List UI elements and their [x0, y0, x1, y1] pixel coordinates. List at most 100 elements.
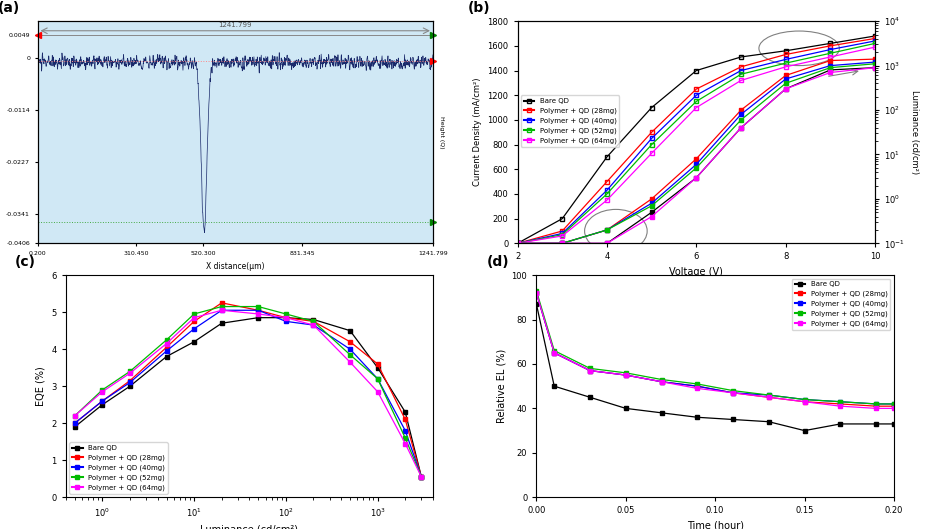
Polymer + QD (64mg)	[799, 398, 810, 405]
Polymer + QD (40mg)	[780, 56, 791, 62]
Y-axis label: Relative EL (%): Relative EL (%)	[496, 349, 506, 423]
Legend: Bare QD, Polymer + QD (28mg), Polymer + QD (40mg), Polymer + QD (52mg), Polymer : Bare QD, Polymer + QD (28mg), Polymer + …	[521, 95, 619, 147]
Polymer + QD (40mg)	[601, 187, 613, 194]
Polymer + QD (40mg)	[656, 379, 667, 385]
Bare QD	[188, 339, 199, 345]
Polymer + QD (64mg)	[646, 150, 657, 157]
Line: Bare QD: Bare QD	[534, 302, 897, 433]
X-axis label: Time (hour): Time (hour)	[687, 521, 743, 529]
Polymer + QD (64mg)	[512, 240, 523, 247]
Polymer + QD (52mg)	[252, 303, 263, 309]
Bare QD	[416, 474, 427, 480]
Line: Bare QD: Bare QD	[72, 315, 423, 479]
Polymer + QD (28mg)	[727, 390, 739, 396]
Polymer + QD (28mg)	[188, 318, 199, 324]
Bare QD	[97, 402, 108, 408]
Polymer + QD (40mg)	[512, 240, 523, 247]
Polymer + QD (64mg)	[870, 405, 882, 412]
Polymer + QD (28mg)	[344, 339, 356, 345]
Polymer + QD (64mg)	[692, 385, 703, 391]
Bare QD	[161, 353, 172, 360]
Polymer + QD (28mg)	[799, 398, 810, 405]
Polymer + QD (40mg)	[727, 390, 739, 396]
Polymer + QD (64mg)	[736, 77, 747, 84]
Polymer + QD (52mg)	[188, 311, 199, 317]
Polymer + QD (64mg)	[727, 390, 739, 396]
Polymer + QD (40mg)	[692, 383, 703, 389]
Polymer + QD (40mg)	[308, 322, 319, 328]
Bare QD	[763, 418, 774, 425]
Polymer + QD (64mg)	[824, 54, 836, 60]
Bare QD	[692, 414, 703, 421]
Polymer + QD (28mg)	[512, 240, 523, 247]
Polymer + QD (40mg)	[870, 401, 882, 407]
Polymer + QD (28mg)	[557, 228, 568, 234]
X-axis label: Luminance (cd/cm²): Luminance (cd/cm²)	[200, 524, 298, 529]
Polymer + QD (40mg)	[372, 376, 383, 382]
Bare QD	[656, 409, 667, 416]
Polymer + QD (52mg)	[216, 303, 228, 309]
Polymer + QD (64mg)	[188, 314, 199, 321]
Bare QD	[512, 240, 523, 247]
Bare QD	[869, 33, 881, 39]
Polymer + QD (40mg)	[531, 290, 542, 296]
Polymer + QD (52mg)	[692, 381, 703, 387]
Polymer + QD (64mg)	[549, 350, 560, 356]
Polymer + QD (40mg)	[557, 230, 568, 236]
Line: Polymer + QD (64mg): Polymer + QD (64mg)	[534, 290, 897, 411]
Line: Polymer + QD (64mg): Polymer + QD (64mg)	[72, 308, 423, 479]
Polymer + QD (64mg)	[124, 370, 136, 377]
Polymer + QD (64mg)	[620, 372, 631, 378]
Polymer + QD (52mg)	[888, 401, 900, 407]
Polymer + QD (40mg)	[344, 346, 356, 352]
Line: Polymer + QD (52mg): Polymer + QD (52mg)	[515, 41, 878, 246]
Polymer + QD (64mg)	[97, 388, 108, 395]
Polymer + QD (52mg)	[799, 396, 810, 403]
Polymer + QD (64mg)	[280, 314, 292, 321]
Polymer + QD (40mg)	[252, 307, 263, 313]
Text: (a): (a)	[0, 1, 21, 15]
Polymer + QD (52mg)	[557, 232, 568, 238]
Polymer + QD (28mg)	[656, 379, 667, 385]
Bare QD	[372, 364, 383, 371]
Polymer + QD (64mg)	[416, 474, 427, 480]
Polymer + QD (52mg)	[727, 387, 739, 394]
Polymer + QD (52mg)	[124, 368, 136, 375]
Polymer + QD (28mg)	[691, 86, 702, 92]
Polymer + QD (28mg)	[308, 318, 319, 324]
Polymer + QD (40mg)	[763, 392, 774, 398]
Polymer + QD (64mg)	[252, 311, 263, 317]
Polymer + QD (52mg)	[601, 191, 613, 197]
Legend: Bare QD, Polymer + QD (28mg), Polymer + QD (40mg), Polymer + QD (52mg), Polymer : Bare QD, Polymer + QD (28mg), Polymer + …	[792, 279, 890, 330]
Bare QD	[888, 421, 900, 427]
Polymer + QD (28mg)	[252, 307, 263, 313]
Text: (d): (d)	[486, 255, 509, 269]
Line: Polymer + QD (40mg): Polymer + QD (40mg)	[72, 308, 423, 479]
Polymer + QD (28mg)	[161, 344, 172, 351]
Y-axis label: Height (Q): Height (Q)	[439, 116, 444, 149]
Line: Polymer + QD (52mg): Polymer + QD (52mg)	[534, 288, 897, 406]
Bare QD	[549, 383, 560, 389]
Polymer + QD (28mg)	[601, 178, 613, 185]
X-axis label: Voltage (V): Voltage (V)	[669, 267, 724, 277]
Bare QD	[835, 421, 846, 427]
Polymer + QD (40mg)	[869, 38, 881, 44]
Polymer + QD (52mg)	[736, 71, 747, 77]
Bare QD	[308, 316, 319, 323]
Polymer + QD (52mg)	[870, 401, 882, 407]
Polymer + QD (28mg)	[124, 378, 136, 384]
Line: Polymer + QD (40mg): Polymer + QD (40mg)	[515, 39, 878, 246]
Polymer + QD (40mg)	[824, 47, 836, 53]
Polymer + QD (28mg)	[736, 63, 747, 70]
Polymer + QD (40mg)	[584, 368, 596, 374]
Polymer + QD (40mg)	[188, 325, 199, 332]
Polymer + QD (64mg)	[557, 233, 568, 239]
Polymer + QD (28mg)	[97, 398, 108, 404]
Polymer + QD (52mg)	[400, 435, 411, 441]
Polymer + QD (52mg)	[69, 413, 80, 419]
Polymer + QD (64mg)	[161, 341, 172, 347]
Polymer + QD (28mg)	[780, 51, 791, 58]
Polymer + QD (28mg)	[372, 361, 383, 367]
Line: Polymer + QD (64mg): Polymer + QD (64mg)	[515, 44, 878, 246]
Polymer + QD (40mg)	[835, 398, 846, 405]
